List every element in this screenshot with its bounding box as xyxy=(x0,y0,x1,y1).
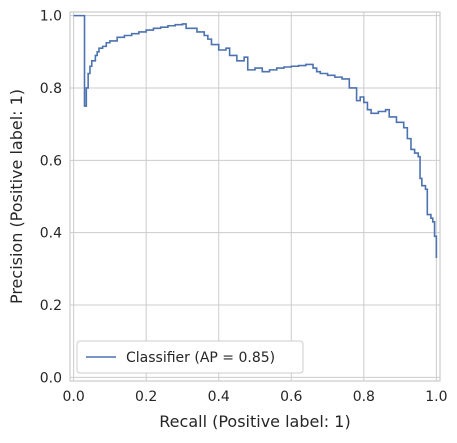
y-axis-ticks: 0.0 0.2 0.4 0.6 0.8 1.0 xyxy=(40,9,62,387)
x-axis-ticks: 0.0 0.2 0.4 0.6 0.8 1.0 xyxy=(62,389,447,405)
x-tick-label: 0.4 xyxy=(208,389,230,405)
y-tick-label: 0.0 xyxy=(40,370,62,386)
pr-curve-line xyxy=(73,14,438,258)
y-tick-label: 0.4 xyxy=(40,226,62,242)
plot-frame xyxy=(69,11,441,382)
legend-label: Classifier (AP = 0.85) xyxy=(126,350,275,366)
x-axis-label: Recall (Positive label: 1) xyxy=(159,412,350,431)
x-tick-label: 1.0 xyxy=(425,389,447,405)
x-tick-label: 0.2 xyxy=(135,389,157,405)
x-tick-label: 0.8 xyxy=(353,389,375,405)
x-tick-label: 0.6 xyxy=(280,389,302,405)
y-axis-label: Precision (Positive label: 1) xyxy=(7,89,26,304)
x-tick-label: 0.0 xyxy=(62,389,84,405)
y-tick-label: 0.2 xyxy=(40,298,62,314)
y-tick-label: 1.0 xyxy=(40,9,62,25)
legend: Classifier (AP = 0.85) xyxy=(76,340,304,374)
series-layer xyxy=(73,14,438,258)
grid xyxy=(70,12,440,381)
y-tick-label: 0.6 xyxy=(40,153,62,169)
y-tick-label: 0.8 xyxy=(40,81,62,97)
legend-box xyxy=(76,340,304,374)
